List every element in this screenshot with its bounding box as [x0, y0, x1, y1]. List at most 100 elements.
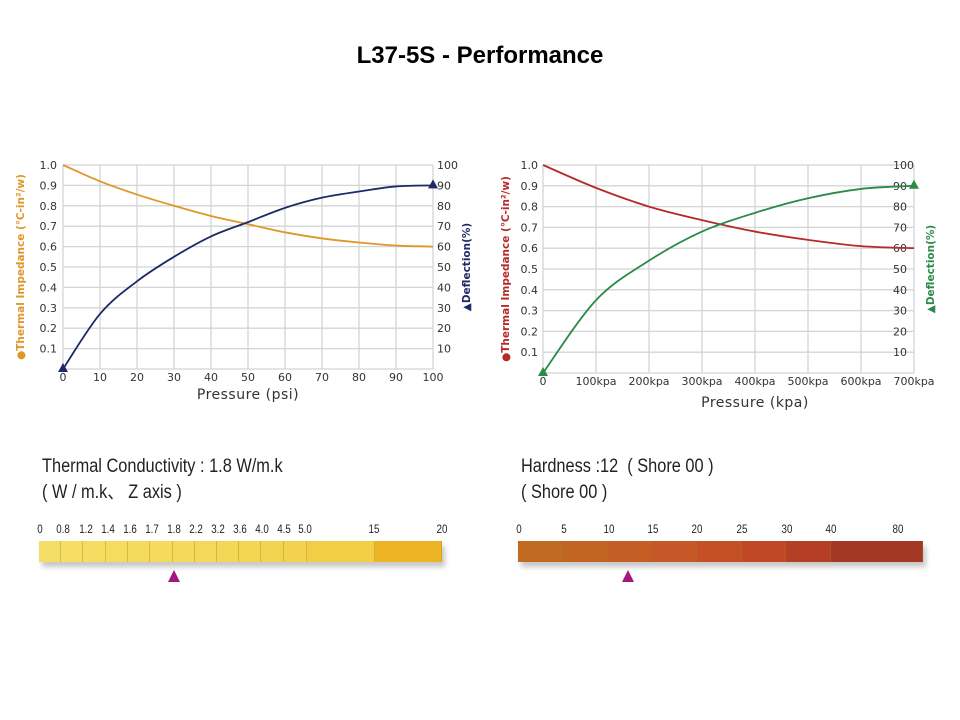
- y-left-tick-label: 0.8: [521, 201, 539, 214]
- y-right-tick-label: 70: [437, 220, 451, 233]
- y-left-tick-label: 0.8: [40, 200, 58, 213]
- x-tick-label: 100: [423, 371, 444, 384]
- scale-segment: [83, 541, 106, 562]
- scale-tick-label: 15: [647, 524, 659, 536]
- scale-tick-label: 1.8: [167, 524, 181, 536]
- y-left-tick-label: 1.0: [521, 159, 539, 172]
- y-right-tick-label: 40: [437, 281, 451, 294]
- series-line-thermal-impedance: [62, 164, 434, 248]
- x-tick-label: 10: [93, 371, 107, 384]
- conductivity-heading: Thermal Conductivity : 1.8 W/m.k ( W / m…: [42, 454, 283, 506]
- y-right-axis-label: Deflection(%): [461, 223, 473, 303]
- scale-segment: [39, 541, 61, 562]
- y-left-axis-title: ●Thermal Impedance (℃-in²/w): [500, 176, 512, 362]
- scale-segment: [608, 541, 652, 562]
- x-tick-label: 100kpa: [575, 375, 616, 388]
- hardness-subtitle: ( Shore 00 ): [521, 482, 608, 503]
- x-tick-label: 60: [278, 371, 292, 384]
- scale-segment: [831, 541, 923, 562]
- y-right-tick-label: 10: [893, 346, 907, 359]
- scale-segment: [697, 541, 742, 562]
- scale-tick-label: 3.6: [233, 524, 247, 536]
- scale-tick-label: 20: [436, 524, 448, 536]
- scale-tick-label: 4.0: [255, 524, 269, 536]
- hardness-value: 12: [600, 456, 619, 477]
- scale-tick-label: 1.2: [79, 524, 93, 536]
- triangle-marker-icon: [58, 363, 68, 372]
- scale-tick-label: 0: [516, 524, 522, 536]
- y-right-axis-title: ▲Deflection(%): [925, 225, 937, 313]
- y-left-tick-label: 0.7: [521, 221, 539, 234]
- scale-tick-label: 80: [892, 524, 904, 536]
- x-tick-label: 700kpa: [893, 375, 934, 388]
- conductivity-marker-icon: [168, 570, 180, 582]
- triangle-legend-icon: ▲: [461, 302, 473, 311]
- scale-tick-label: 1.6: [123, 524, 137, 536]
- x-tick-label: 200kpa: [628, 375, 669, 388]
- x-tick-label: 400kpa: [734, 375, 775, 388]
- scale-tick-label: 3.2: [211, 524, 225, 536]
- circle-legend-icon: ●: [500, 353, 512, 362]
- scale-tick-label: 25: [736, 524, 748, 536]
- y-right-tick-label: 70: [893, 221, 907, 234]
- y-left-tick-label: 0.3: [521, 305, 539, 318]
- conductivity-subtitle: ( W / m.k、 Z axis ): [42, 482, 182, 503]
- y-left-tick-label: 0.4: [40, 281, 58, 294]
- y-right-tick-label: 90: [437, 179, 451, 192]
- scale-segment: [239, 541, 261, 562]
- scale-tick-label: 40: [825, 524, 837, 536]
- scale-segment: [786, 541, 831, 562]
- conductivity-scale-labels: 0 0.8 1.2 1.4 1.6 1.7 1.8 2.2 3.2 3.6 4.0 4.5 5.0 15 2…: [0, 524, 960, 538]
- y-right-tick-label: 10: [437, 343, 451, 356]
- y-left-tick-label: 0.5: [521, 263, 539, 276]
- scale-tick-label: 5: [561, 524, 567, 536]
- scale-tick-label: 15: [368, 524, 380, 536]
- y-right-tick-label: 80: [893, 201, 907, 214]
- conductivity-title: Thermal Conductivity :: [42, 456, 205, 477]
- scale-tick-label: 1.7: [145, 524, 159, 536]
- x-tick-label: 600kpa: [840, 375, 881, 388]
- scale-tick-label: 5.0: [298, 524, 312, 536]
- scale-segment: [563, 541, 608, 562]
- series-line-deflection: [542, 184, 915, 374]
- conductivity-value: 1.8 W/m.k: [209, 456, 283, 477]
- triangle-marker-icon: [428, 179, 438, 189]
- scale-segment: [652, 541, 697, 562]
- y-right-tick-label: 20: [893, 325, 907, 338]
- x-tick-label: 0: [60, 371, 67, 384]
- y-left-tick-label: 0.6: [40, 241, 58, 254]
- scale-segment: [261, 541, 284, 562]
- y-left-tick-label: 0.3: [40, 302, 58, 315]
- scale-segment: [742, 541, 786, 562]
- scale-tick-label: 1.4: [101, 524, 115, 536]
- y-left-axis-label: Thermal Impedance (℃-in²/w): [15, 174, 27, 351]
- y-left-tick-label: 0.6: [521, 242, 539, 255]
- series-line-deflection: [62, 184, 434, 370]
- y-right-tick-label: 30: [893, 305, 907, 318]
- grid: [542, 164, 915, 374]
- scale-tick-label: 20: [691, 524, 703, 536]
- hardness-unit: ( Shore 00 ): [627, 456, 714, 477]
- hardness-title: Hardness :: [521, 456, 601, 477]
- y-right-axis-label: Deflection(%): [925, 225, 937, 305]
- x-tick-label: 80: [352, 371, 366, 384]
- y-left-tick-label: 0.1: [40, 343, 58, 356]
- scale-segment: [375, 541, 442, 562]
- y-left-tick-label: 0.1: [521, 346, 539, 359]
- scale-segment: [284, 541, 307, 562]
- conductivity-scale-bar: [39, 541, 442, 562]
- x-tick-label: 0: [540, 375, 547, 388]
- circle-legend-icon: ●: [15, 351, 27, 360]
- y-right-tick-label: 60: [437, 241, 451, 254]
- scale-tick-label: 0.8: [56, 524, 70, 536]
- scale-tick-label: 0: [37, 524, 43, 536]
- scale-segment: [195, 541, 217, 562]
- x-axis-title: Pressure (psi): [197, 387, 299, 403]
- series-line-thermal-impedance: [542, 164, 915, 250]
- x-tick-label: 70: [315, 371, 329, 384]
- y-right-tick-label: 100: [437, 159, 458, 172]
- y-left-tick-label: 0.7: [40, 220, 58, 233]
- y-right-tick-label: 30: [437, 302, 451, 315]
- y-right-tick-label: 100: [893, 159, 914, 172]
- triangle-legend-icon: ▲: [925, 304, 937, 313]
